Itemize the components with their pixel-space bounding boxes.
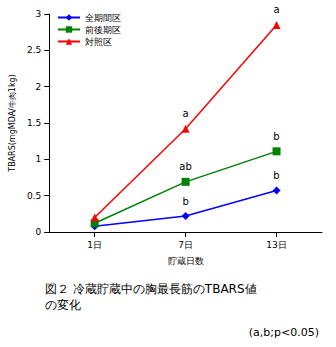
svg-text:7日: 7日 <box>178 240 193 250</box>
svg-text:貯蔵日数: 貯蔵日数 <box>168 256 204 266</box>
svg-text:2: 2 <box>35 82 41 92</box>
svg-text:a: a <box>273 4 279 15</box>
svg-text:1日: 1日 <box>87 240 102 250</box>
svg-text:1.5: 1.5 <box>27 118 41 128</box>
svg-text:b: b <box>273 131 279 142</box>
svg-text:13日: 13日 <box>266 240 286 250</box>
svg-text:0: 0 <box>35 227 41 237</box>
svg-text:前後期区: 前後期区 <box>85 25 121 35</box>
svg-text:a: a <box>183 108 189 119</box>
svg-text:3: 3 <box>35 9 41 19</box>
svg-text:b: b <box>273 170 279 181</box>
svg-text:ab: ab <box>179 161 191 172</box>
svg-text:対照区: 対照区 <box>85 37 112 47</box>
svg-text:図２ 冷蔵貯蔵中の胸最長筋のTBARS値: 図２ 冷蔵貯蔵中の胸最長筋のTBARS値 <box>45 282 257 296</box>
svg-text:2.5: 2.5 <box>27 45 41 55</box>
svg-text:TBARS(mgMDA/牛肉1kg): TBARS(mgMDA/牛肉1kg) <box>8 74 17 173</box>
svg-text:1: 1 <box>35 154 41 164</box>
svg-text:全期間区: 全期間区 <box>85 13 121 23</box>
svg-text:0.5: 0.5 <box>27 191 41 201</box>
svg-text:の変化: の変化 <box>45 298 81 312</box>
svg-text:b: b <box>182 196 188 207</box>
svg-text:(a,b;p<0.05): (a,b;p<0.05) <box>249 326 319 339</box>
